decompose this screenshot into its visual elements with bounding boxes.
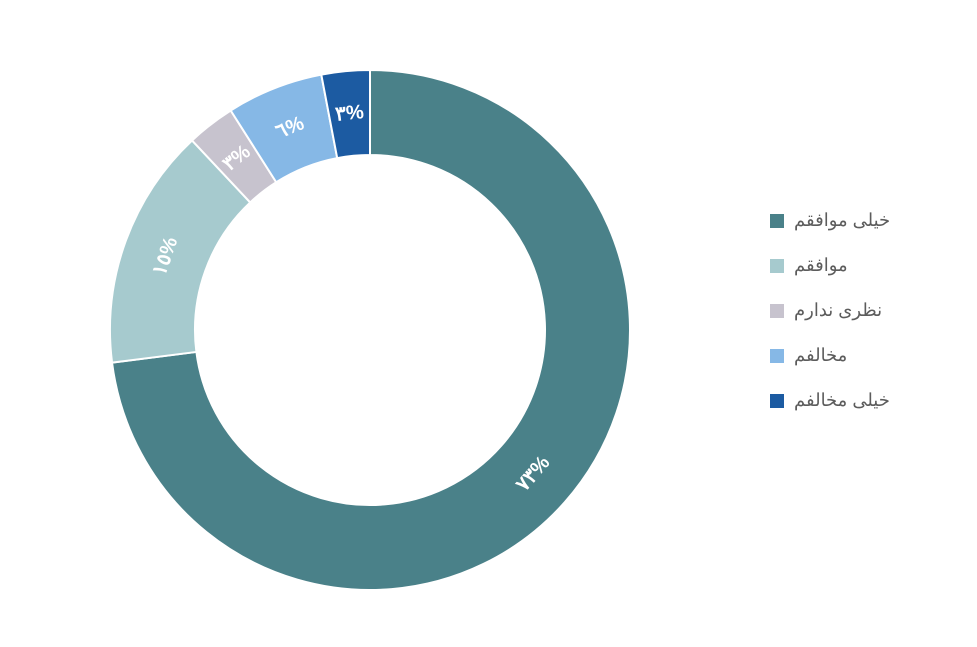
legend-label: موافقم — [794, 255, 848, 276]
legend-item: موافقم — [770, 255, 890, 276]
legend-label: خیلی مخالفم — [794, 390, 890, 411]
legend-swatch — [770, 394, 784, 408]
chart-container: ٧٣%١٥%٣%٦%٣% خیلی موافقمموافقمنظری ندارم… — [0, 0, 977, 647]
legend-item: نظری ندارم — [770, 300, 890, 321]
legend-item: خیلی مخالفم — [770, 390, 890, 411]
legend-item: مخالفم — [770, 345, 890, 366]
legend: خیلی موافقم موافقم نظری ندارم مخالفم خیلی مخ… — [770, 210, 890, 435]
legend-label: خیلی موافقم — [794, 210, 890, 231]
legend-label: نظری ندارم — [794, 300, 882, 321]
slice-label: ٣% — [334, 101, 365, 126]
legend-swatch — [770, 259, 784, 273]
legend-swatch — [770, 304, 784, 318]
legend-swatch — [770, 214, 784, 228]
legend-label: مخالفم — [794, 345, 847, 366]
legend-item: خیلی موافقم — [770, 210, 890, 231]
legend-swatch — [770, 349, 784, 363]
